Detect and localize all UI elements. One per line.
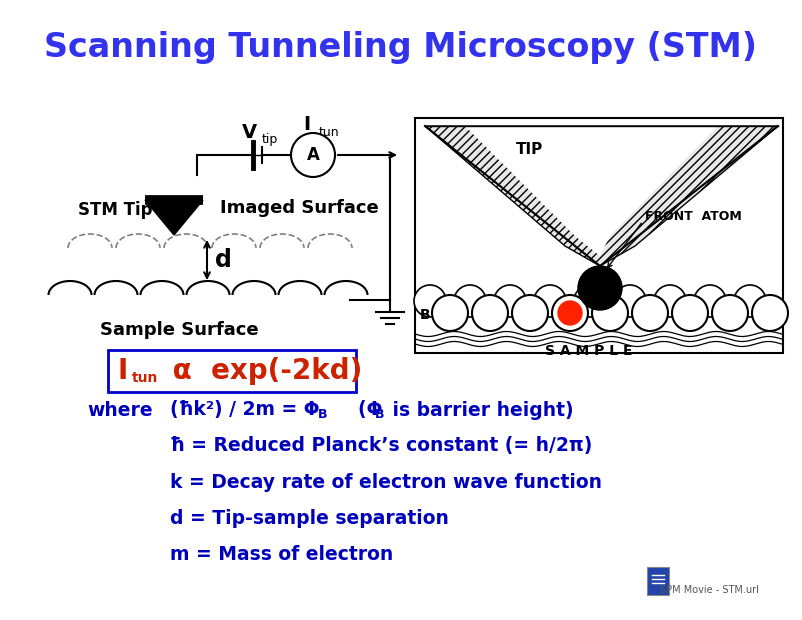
Text: A: A bbox=[306, 146, 319, 164]
Polygon shape bbox=[425, 126, 778, 266]
Text: A: A bbox=[588, 296, 597, 309]
Text: I: I bbox=[118, 357, 128, 385]
Circle shape bbox=[672, 295, 708, 331]
Text: Scanning Tunneling Microscopy (STM): Scanning Tunneling Microscopy (STM) bbox=[44, 32, 758, 64]
Circle shape bbox=[414, 285, 446, 317]
Circle shape bbox=[552, 295, 588, 331]
FancyBboxPatch shape bbox=[647, 567, 669, 595]
Circle shape bbox=[632, 295, 668, 331]
Text: Sample Surface: Sample Surface bbox=[100, 321, 258, 339]
Circle shape bbox=[454, 285, 486, 317]
Circle shape bbox=[558, 301, 582, 325]
Text: Imaged Surface: Imaged Surface bbox=[220, 199, 379, 217]
Text: d: d bbox=[215, 248, 232, 272]
Circle shape bbox=[592, 295, 628, 331]
Circle shape bbox=[734, 285, 766, 317]
Text: (ħk²) / 2m = Φ: (ħk²) / 2m = Φ bbox=[170, 401, 320, 420]
Text: k = Decay rate of electron wave function: k = Decay rate of electron wave function bbox=[170, 472, 602, 492]
Text: V: V bbox=[241, 123, 257, 143]
Circle shape bbox=[432, 295, 468, 331]
Text: B: B bbox=[375, 409, 384, 422]
Circle shape bbox=[654, 285, 686, 317]
Text: tun: tun bbox=[319, 125, 339, 138]
Circle shape bbox=[291, 133, 335, 177]
Text: S A M P L E: S A M P L E bbox=[545, 344, 633, 358]
Text: m = Mass of electron: m = Mass of electron bbox=[170, 544, 393, 564]
Text: (Φ: (Φ bbox=[332, 401, 383, 420]
Circle shape bbox=[578, 266, 622, 310]
Circle shape bbox=[472, 295, 508, 331]
Text: SPM Movie - STM.url: SPM Movie - STM.url bbox=[660, 585, 759, 595]
Text: tip: tip bbox=[262, 133, 278, 146]
Text: B: B bbox=[420, 308, 431, 322]
Text: is barrier height): is barrier height) bbox=[386, 401, 573, 420]
Circle shape bbox=[694, 285, 726, 317]
Text: TIP: TIP bbox=[516, 143, 544, 157]
Text: tun: tun bbox=[132, 371, 158, 385]
Text: I: I bbox=[303, 115, 310, 135]
Text: where: where bbox=[87, 401, 152, 420]
Circle shape bbox=[512, 295, 548, 331]
Circle shape bbox=[534, 285, 566, 317]
Text: α  exp(-2kd): α exp(-2kd) bbox=[163, 357, 363, 385]
Text: FRONT  ATOM: FRONT ATOM bbox=[645, 210, 742, 223]
Text: B: B bbox=[318, 409, 327, 422]
Polygon shape bbox=[465, 126, 718, 256]
FancyBboxPatch shape bbox=[108, 350, 356, 392]
Circle shape bbox=[574, 285, 606, 317]
Circle shape bbox=[494, 285, 526, 317]
Text: STM Tip: STM Tip bbox=[78, 201, 152, 219]
Circle shape bbox=[752, 295, 788, 331]
Circle shape bbox=[712, 295, 748, 331]
Text: ħ = Reduced Planck’s constant (= h/2π): ħ = Reduced Planck’s constant (= h/2π) bbox=[170, 436, 593, 456]
Circle shape bbox=[614, 285, 646, 317]
Text: d = Tip-sample separation: d = Tip-sample separation bbox=[170, 508, 449, 528]
Polygon shape bbox=[145, 200, 203, 235]
